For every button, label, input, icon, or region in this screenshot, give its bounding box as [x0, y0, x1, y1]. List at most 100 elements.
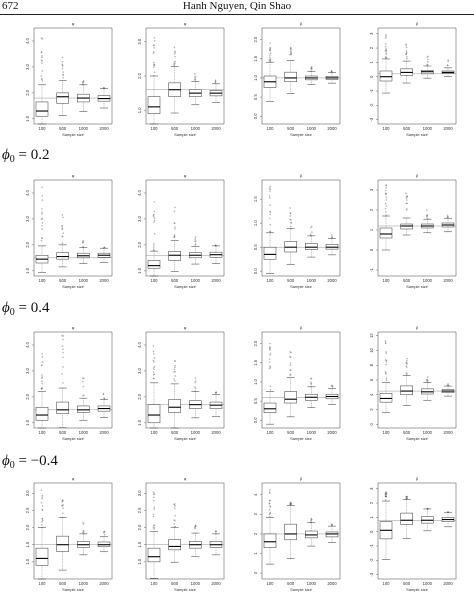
outlier-point: [385, 211, 387, 213]
y-tick-label: 2.0: [137, 524, 142, 530]
outlier-point: [174, 56, 176, 58]
outlier-point: [406, 196, 408, 198]
outlier-point: [269, 342, 271, 345]
x-axis-label: Sample size: [406, 587, 429, 592]
outlier-point: [290, 51, 292, 53]
outlier-point: [82, 377, 84, 380]
outlier-point: [61, 224, 64, 227]
plot-frame: [377, 331, 457, 429]
y-tick-label: 4.0: [25, 189, 30, 195]
y-tick-label: 2.0: [137, 241, 142, 247]
outlier-point: [405, 44, 407, 46]
y-tick-label: 0: [369, 75, 374, 78]
outlier-point: [174, 365, 176, 367]
outlier-point: [173, 46, 176, 49]
outlier-point: [194, 78, 196, 81]
outlier-point: [152, 52, 155, 54]
outlier-point: [195, 380, 197, 382]
outlier-point: [269, 352, 272, 355]
y-tick-label: 10: [369, 347, 374, 352]
x-axis-label: Sample size: [62, 587, 85, 592]
x-tick-label: 1000: [79, 126, 89, 131]
outlier-point: [41, 213, 43, 215]
x-tick-label: 1000: [307, 126, 317, 131]
x-axis-label: Sample size: [174, 132, 197, 137]
outlier-point: [385, 43, 387, 45]
outlier-point: [268, 361, 271, 363]
outlier-point: [41, 38, 44, 40]
outlier-point: [269, 516, 271, 518]
outlier-point: [82, 81, 84, 84]
outlier-point: [41, 222, 44, 224]
outlier-point: [269, 210, 271, 213]
outlier-point: [269, 47, 271, 49]
panel-title: φ: [72, 476, 75, 481]
outlier-point: [62, 507, 64, 509]
outlier-point: [426, 380, 428, 382]
y-tick-label: -3: [369, 572, 374, 576]
outlier-point: [310, 383, 312, 385]
box-500: [284, 71, 297, 83]
phi-label-2: ϕ0 = 0.4: [2, 300, 49, 318]
outlier-point: [153, 64, 156, 66]
outlier-point: [269, 217, 271, 220]
y-tick-label: 1.0: [253, 74, 258, 80]
outlier-point: [289, 362, 292, 364]
outlier-point: [426, 56, 428, 59]
outlier-point: [41, 526, 43, 529]
box-1000: [305, 243, 318, 250]
outlier-point: [269, 488, 271, 491]
outlier-point: [289, 212, 292, 214]
x-tick-label: 1000: [307, 581, 317, 586]
outlier-point: [385, 189, 387, 192]
boxplot-svg: φ 1.0 2.0 3.0 4.0 100 500 1000 2000 Sample size: [25, 325, 113, 441]
outlier-point: [194, 390, 196, 392]
outlier-point: [62, 351, 64, 354]
x-tick-label: 1000: [307, 430, 317, 435]
outlier-point: [406, 208, 408, 210]
outlier-point: [405, 202, 408, 205]
outlier-point: [289, 54, 291, 56]
phi-label-3: ϕ0 = −0.4: [2, 453, 58, 471]
box-100: [379, 227, 393, 239]
outlier-point: [152, 496, 155, 499]
y-tick-label: 1.5: [137, 541, 142, 547]
outlier-point: [153, 219, 156, 222]
x-tick-label: 500: [59, 278, 67, 283]
boxplot-svg: φ 1.0 2.0 3.0 4.0 100 500 1000 2000 Sample size: [137, 173, 225, 289]
outlier-point: [174, 515, 176, 517]
phi-value: = 0.4: [14, 300, 50, 316]
x-tick-label: 500: [403, 581, 411, 586]
y-tick-label: 1.0: [253, 220, 258, 226]
y-tick-label: 2.0: [253, 340, 258, 346]
x-tick-label: 100: [151, 430, 159, 435]
x-axis-label: Sample size: [290, 284, 313, 289]
box-100: [263, 533, 277, 548]
outlier-point: [385, 34, 387, 36]
outlier-point: [153, 245, 155, 247]
x-tick-label: 2000: [443, 278, 453, 283]
outlier-point: [269, 499, 271, 502]
outlier-point: [385, 56, 387, 59]
outlier-point: [385, 361, 388, 363]
outlier-point: [40, 51, 43, 54]
outlier-point: [61, 56, 64, 59]
boxplot-panel-r1-c3: β -1 0 1 2 3 100 500 1000 2000 Sample size: [352, 170, 464, 302]
y-tick-label: 2: [369, 501, 374, 504]
outlier-point: [384, 49, 387, 52]
outlier-point: [152, 345, 155, 347]
y-tick-label: -3: [369, 117, 374, 121]
y-tick-label: 1.0: [137, 558, 142, 564]
boxplot-panel-r3-c2: β 0 1 2 3 4 100 500 1000 2000 Sample size: [236, 473, 348, 605]
x-tick-label: 2000: [99, 581, 109, 586]
boxplot-svg: β 0 1 2 3 4 100 500 1000 2000 Sample size: [253, 476, 341, 592]
box-100: [147, 547, 161, 563]
x-tick-label: 500: [171, 581, 179, 586]
boxplot-svg: φ 1.0 1.5 2.0 2.5 3.0 100 500 1000 2000 Sample siz…: [137, 476, 225, 592]
x-tick-label: 1000: [191, 430, 201, 435]
outlier-point: [174, 60, 176, 63]
x-tick-label: 1000: [79, 581, 89, 586]
outlier-point: [41, 62, 43, 64]
outlier-point: [82, 83, 84, 86]
box-500: [400, 512, 413, 525]
